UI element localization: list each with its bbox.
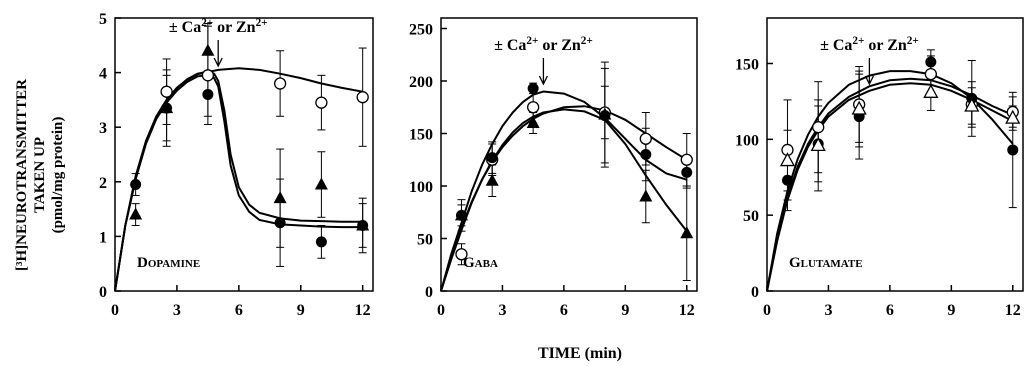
glutamate-x-tick-label: 12 — [1005, 302, 1021, 319]
gaba-y-tick-label: 0 — [425, 284, 433, 301]
dopamine-point-open-circle — [356, 91, 369, 104]
dopamine-point-filled-triangle — [129, 207, 143, 220]
dopamine-y-tick-label: 1 — [99, 229, 107, 246]
dopamine-point-open-circle — [273, 77, 287, 90]
gaba-y-tick-label: 250 — [409, 22, 433, 39]
dopamine-point-filled-circle — [202, 88, 214, 100]
dopamine-x-tick-label: 0 — [111, 302, 119, 319]
gaba-point-open-circle — [527, 101, 540, 114]
glutamate-point-open-triangle — [964, 97, 980, 112]
glutamate-point-open-triangle — [851, 100, 867, 115]
dopamine-point-open-circle — [315, 96, 328, 109]
y-axis-title: [³H]NEUROTRANSMITTER TAKEN UP (pmol/mg p… — [14, 79, 66, 271]
gaba-point-open-circle — [455, 248, 468, 261]
gaba-x-tick-label: 12 — [679, 302, 695, 319]
glutamate-plot-frame — [766, 17, 1024, 292]
gaba-point-filled-circle — [640, 149, 652, 160]
gaba-point-filled-triangle — [485, 173, 499, 186]
glutamate-annotation: ± Ca2+ or Zn2+ — [820, 35, 919, 54]
dopamine-point-filled-circle — [130, 179, 142, 191]
gaba-point-filled-circle — [681, 166, 693, 178]
gaba-y-tick-label: 50 — [417, 232, 433, 249]
glutamate-y-tick-label: 100 — [735, 132, 759, 149]
dopamine-x-tick-label: 9 — [297, 302, 305, 319]
gaba-point-open-circle — [680, 153, 693, 166]
dopamine-point-filled-triangle — [314, 177, 328, 190]
dopamine-y-tick-label: 5 — [99, 11, 107, 28]
gaba-point-filled-circle — [486, 152, 498, 164]
dopamine-point-filled-circle — [274, 217, 286, 229]
dopamine-fit-curve-filled-triangle — [114, 70, 363, 292]
dopamine-point-open-circle — [201, 69, 215, 82]
dopamine-point-filled-triangle — [160, 101, 174, 114]
gaba-y-tick-label: 150 — [409, 127, 433, 144]
gaba-point-filled-triangle — [454, 208, 468, 221]
glutamate-point-open-triangle — [779, 152, 796, 167]
dopamine-point-filled-triangle — [356, 218, 370, 231]
dopamine-y-tick-label: 2 — [99, 175, 107, 192]
gaba-point-open-circle — [639, 132, 652, 145]
glutamate-x-tick-label: 6 — [886, 302, 894, 319]
dopamine-x-tick-label: 6 — [235, 302, 243, 319]
gaba-annotation: ± Ca2+ or Zn2+ — [494, 35, 593, 54]
glutamate-x-tick-label: 3 — [824, 302, 832, 319]
dopamine-x-tick-label: 12 — [355, 302, 371, 319]
gaba-x-tick-label: 3 — [498, 302, 506, 319]
gaba-point-filled-triangle — [526, 116, 540, 128]
dopamine-y-tick-label: 0 — [99, 284, 107, 301]
gaba-x-tick-label: 0 — [437, 302, 445, 319]
glutamate-x-tick-label: 0 — [763, 302, 771, 319]
dopamine-panel-label: Dopamine — [137, 255, 200, 271]
gaba-point-filled-triangle — [639, 189, 653, 202]
gaba-fit-curve-filled-triangle — [440, 108, 688, 292]
gaba-y-tick-label: 100 — [409, 179, 433, 196]
glutamate-point-filled-circle — [925, 56, 937, 68]
glutamate-panel-label: Glutamate — [789, 255, 863, 271]
dopamine-x-tick-label: 3 — [173, 302, 181, 319]
glutamate-point-filled-circle — [1007, 144, 1019, 156]
glutamate-point-open-triangle — [923, 83, 939, 98]
glutamate-point-open-triangle — [810, 137, 826, 152]
glutamate-point-open-circle — [812, 121, 825, 134]
dopamine-annotation-arrowhead — [213, 57, 223, 68]
panel-glutamate: 0 3 6 9 12 0 50 100 150 ± Ca2+ or Zn2+ Glutamate — [735, 17, 1024, 319]
gaba-point-filled-triangle — [680, 226, 694, 239]
glutamate-point-open-circle — [924, 67, 937, 81]
y-axis-title-line-3: (pmol/mg protein) — [50, 117, 66, 234]
gaba-x-tick-label: 6 — [560, 302, 568, 319]
y-axis-title-line-1: [³H]NEUROTRANSMITTER — [14, 79, 30, 271]
dopamine-point-open-circle — [160, 85, 173, 98]
glutamate-y-tick-label: 50 — [743, 208, 759, 225]
gaba-plot-frame — [440, 17, 698, 292]
dopamine-point-filled-triangle — [273, 191, 287, 204]
gaba-point-filled-triangle — [598, 107, 612, 120]
glutamate-y-tick-label: 150 — [735, 57, 759, 74]
gaba-panel-label: Gaba — [463, 255, 498, 271]
dopamine-y-tick-label: 3 — [99, 120, 107, 137]
gaba-x-tick-label: 9 — [621, 302, 629, 319]
x-axis-title: TIME (min) — [538, 345, 622, 362]
glutamate-point-open-triangle — [1005, 109, 1021, 124]
gaba-fit-curve-filled-circle — [440, 90, 688, 292]
dopamine-y-tick-label: 4 — [99, 66, 107, 83]
panel-gaba: 0 3 6 9 12 0 50 100 150 200 250 ± Ca2+ or Zn2+ Gaba — [409, 17, 698, 319]
dopamine-annotation: ± Ca2+ or Zn2+ — [169, 17, 268, 36]
glutamate-x-tick-label: 9 — [947, 302, 955, 319]
gaba-point-filled-circle — [527, 82, 539, 94]
dopamine-plot-frame — [114, 17, 374, 292]
glutamate-annotation-arrowhead — [864, 75, 874, 86]
dopamine-point-filled-triangle — [201, 43, 215, 56]
gaba-y-tick-label: 200 — [409, 74, 433, 91]
dopamine-point-filled-circle — [315, 236, 327, 248]
glutamate-y-tick-label: 0 — [751, 284, 759, 301]
y-axis-title-line-2: TAKEN UP — [32, 137, 48, 213]
glutamate-point-filled-circle — [781, 174, 793, 186]
gaba-annotation-arrowhead — [538, 75, 548, 86]
